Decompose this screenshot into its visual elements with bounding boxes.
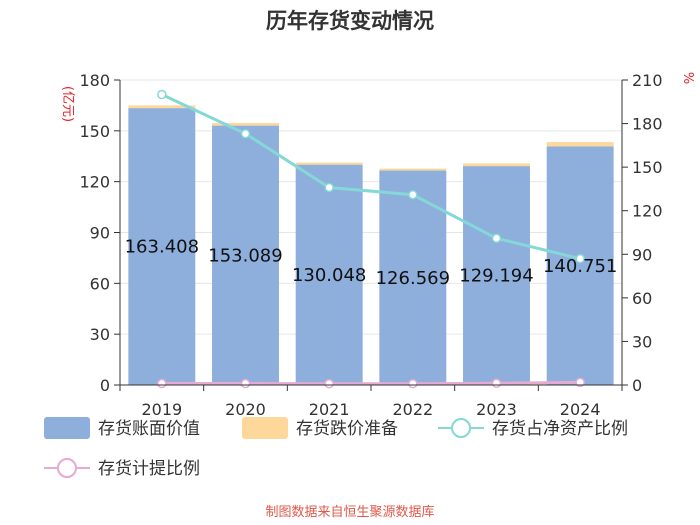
gridlines [120, 79, 622, 335]
bar-impairment [379, 168, 447, 171]
bar-impairment [546, 142, 614, 147]
right-tick-label: 180 [632, 115, 663, 134]
legend-label: 存货计提比例 [98, 459, 200, 479]
right-tick-label: 90 [632, 245, 652, 264]
x-tick-label: 2019 [141, 400, 182, 419]
left-axis-unit: (亿元) [60, 86, 75, 122]
bar-book-value [546, 146, 614, 385]
x-axis-ticks: 2019 2020 2021 2022 2023 2024 [119, 385, 623, 419]
x-tick-label: 2023 [476, 400, 517, 419]
left-tick-label: 180 [79, 71, 110, 90]
legend-marker [451, 418, 471, 438]
bar-book-value [295, 164, 363, 385]
right-axis-unit: % [680, 72, 695, 84]
bar-value-labels: 163.408 153.089 130.048 126.569 129.194 140.7… [125, 237, 618, 289]
series-point [491, 378, 502, 389]
source-note: 制图数据来自恒生聚源数据库 [265, 504, 434, 520]
bar-impairment [212, 123, 279, 126]
left-tick-label: 150 [79, 122, 110, 141]
right-tick-label: 210 [632, 71, 663, 90]
left-tick-label: 60 [90, 274, 110, 293]
legend-label: 存货占净资产比例 [492, 419, 628, 439]
right-tick-label: 120 [632, 202, 663, 221]
left-axis-ticks: 0 30 60 90 120 150 180 [79, 71, 120, 395]
chart-title: 历年存货变动情况 [266, 9, 434, 33]
right-tick-label: 150 [632, 158, 663, 177]
left-tick-label: 90 [90, 224, 110, 243]
legend-swatch [242, 417, 288, 439]
bar-book-value [463, 166, 530, 385]
right-tick-label: 60 [632, 289, 652, 308]
bar-value-label: 129.194 [459, 266, 533, 287]
bar-book-value [128, 108, 196, 385]
bar-book-value [212, 125, 279, 386]
bar-value-label: 153.089 [208, 245, 282, 266]
bar-value-label: 140.751 [543, 256, 617, 277]
bar-value-label: 126.569 [376, 268, 450, 289]
legend-label: 存货跌价准备 [296, 419, 398, 439]
x-tick-label: 2024 [560, 400, 601, 419]
bar-impairment [463, 163, 530, 167]
line-series [157, 89, 585, 389]
left-tick-label: 0 [100, 376, 110, 395]
series-point [575, 377, 585, 388]
legend-marker [57, 458, 77, 478]
left-tick-label: 120 [79, 173, 110, 192]
series-point [408, 189, 418, 200]
right-tick-label: 0 [632, 376, 642, 395]
series-point [491, 233, 502, 244]
series-point [324, 182, 334, 193]
right-axis-ticks: 0 30 60 90 120 150 180 210 [622, 71, 663, 395]
series-point [324, 378, 334, 389]
x-tick-label: 2020 [225, 400, 266, 419]
series-point [157, 89, 167, 100]
series-point [575, 253, 585, 264]
series-point [157, 378, 167, 389]
series-point [240, 378, 251, 389]
series-point [408, 378, 418, 389]
bar-impairment [128, 105, 196, 109]
right-tick-label: 30 [632, 332, 652, 351]
bar-series [128, 105, 614, 386]
bar-value-label: 163.408 [125, 237, 199, 258]
legend-label: 存货账面价值 [98, 419, 200, 439]
series-line [161, 93, 581, 261]
legend-swatch [44, 417, 90, 439]
series-line [161, 380, 581, 386]
bar-value-label: 130.048 [292, 265, 366, 286]
series-point [240, 128, 251, 139]
x-tick-label: 2022 [392, 400, 433, 419]
x-tick-label: 2021 [309, 400, 350, 419]
left-tick-label: 30 [90, 325, 110, 344]
bar-impairment [295, 162, 363, 165]
